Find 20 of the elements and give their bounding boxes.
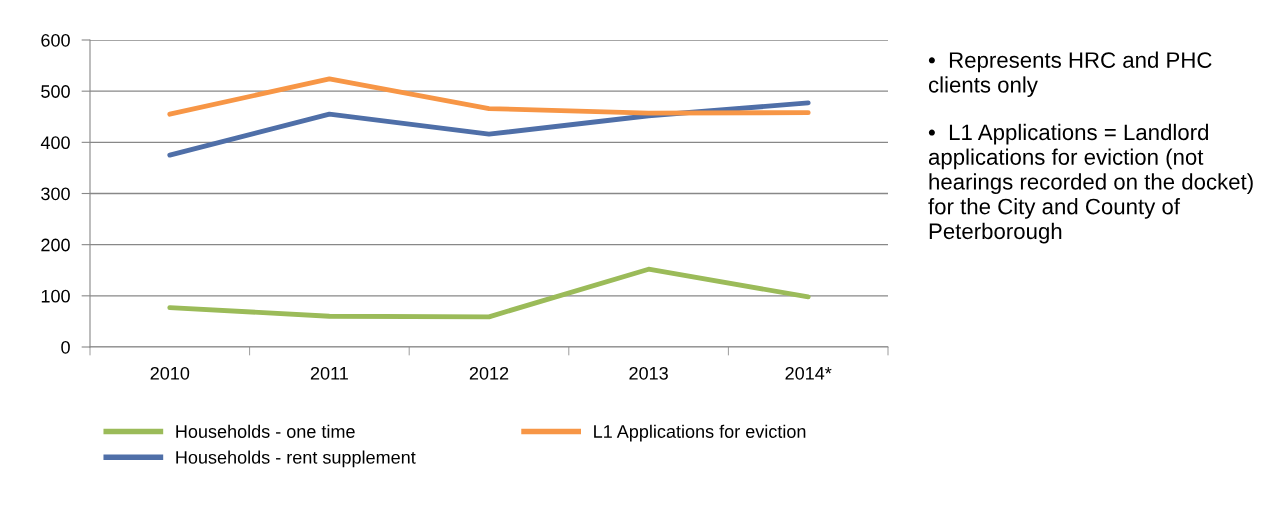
y-tick-label: 500 <box>41 85 70 98</box>
y-tick-label: 600 <box>41 33 70 47</box>
y-tick-label: 0 <box>61 340 70 354</box>
text: • Represents HRC and PHC clients only <box>928 51 1212 98</box>
y-tick-label: 300 <box>41 187 70 201</box>
y-tick-label: 200 <box>41 238 70 252</box>
y-tick-label: 100 <box>41 289 70 303</box>
x-tick-label: 2010 <box>150 366 190 380</box>
line-series <box>167 100 811 158</box>
x-tick-label: 2013 <box>629 366 668 380</box>
y-tick-label: 400 <box>40 136 70 150</box>
x-tick-label: 2014* <box>785 366 832 380</box>
legend-label: Households - one time <box>176 424 355 438</box>
x-tick-label: 2011 <box>310 366 348 380</box>
x-tick-label: 2012 <box>469 366 509 380</box>
legend-label: Households - rent supplement <box>176 450 416 468</box>
line-series <box>167 266 811 320</box>
line-series <box>167 76 811 117</box>
text: • L1 Applications = Landlord applications for eviction (not hearings recorded on the docket) for the City and County of Peterborough <box>928 123 1253 244</box>
legend-label: L1 Applications for eviction <box>594 424 806 442</box>
